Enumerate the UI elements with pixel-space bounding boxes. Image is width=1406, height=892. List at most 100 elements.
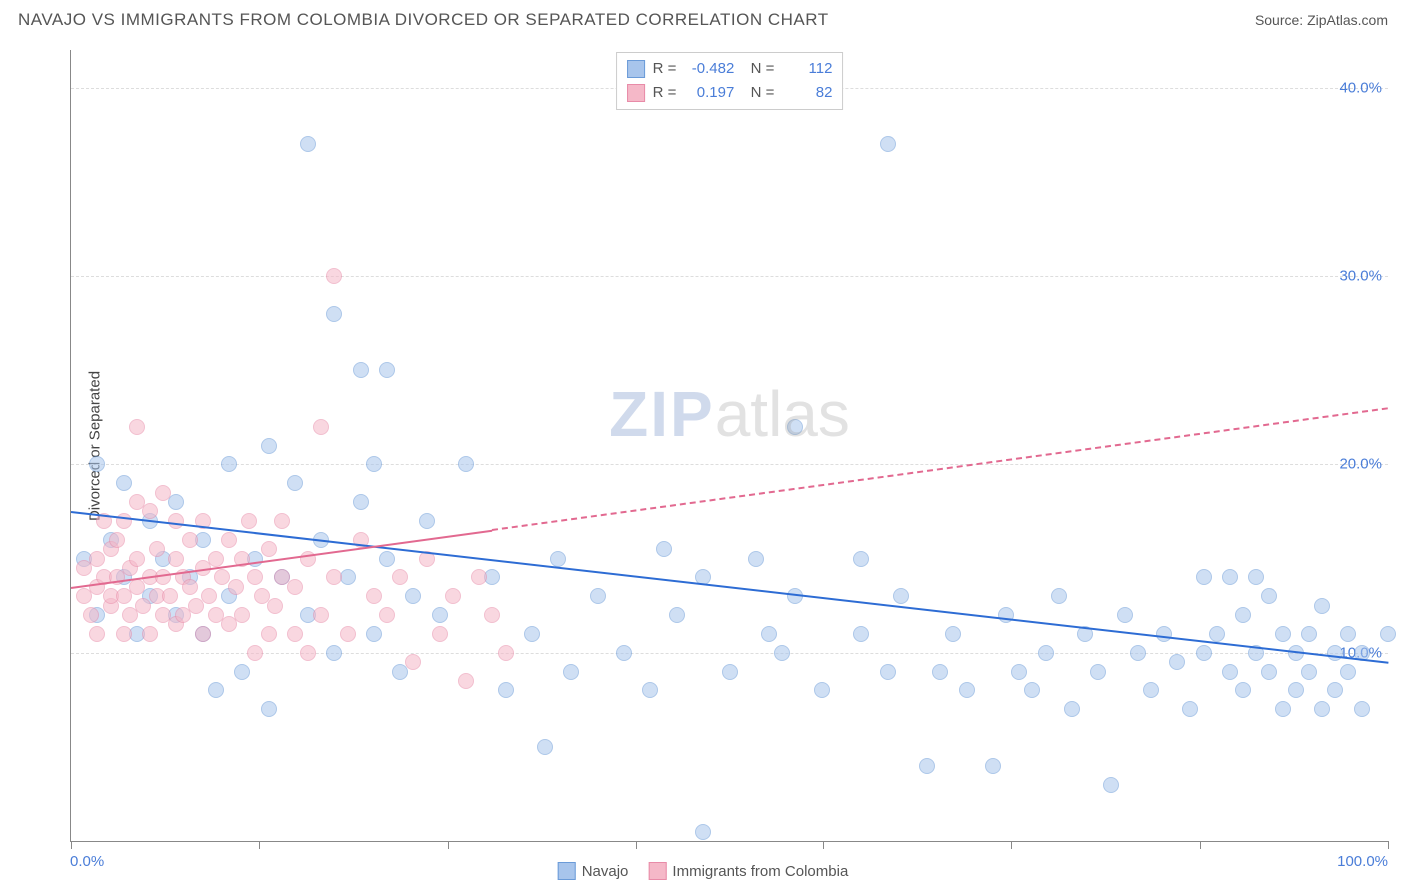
data-point [1090, 664, 1106, 680]
trend-line-extrapolated [492, 408, 1388, 532]
data-point [313, 419, 329, 435]
data-point [168, 494, 184, 510]
r-value: 0.197 [684, 81, 734, 105]
x-axis-max: 100.0% [1337, 853, 1388, 870]
data-point [458, 456, 474, 472]
data-point [168, 513, 184, 529]
data-point [484, 607, 500, 623]
data-point [1275, 626, 1291, 642]
data-point [261, 438, 277, 454]
data-point [379, 551, 395, 567]
data-point [880, 664, 896, 680]
data-point [287, 475, 303, 491]
source-link[interactable]: ZipAtlas.com [1307, 12, 1388, 28]
watermark: ZIPatlas [609, 377, 850, 451]
y-tick-label: 40.0% [1339, 79, 1382, 96]
data-point [247, 569, 263, 585]
chart-area: Divorced or Separated ZIPatlas R =-0.482… [50, 50, 1388, 842]
data-point [326, 268, 342, 284]
data-point [1222, 569, 1238, 585]
gridline [71, 653, 1388, 654]
data-point [1288, 682, 1304, 698]
data-point [563, 664, 579, 680]
data-point [695, 824, 711, 840]
data-point [208, 551, 224, 567]
data-point [919, 758, 935, 774]
data-point [366, 626, 382, 642]
data-point [761, 626, 777, 642]
data-point [366, 588, 382, 604]
data-point [353, 362, 369, 378]
data-point [1327, 682, 1343, 698]
data-point [722, 664, 738, 680]
y-tick-label: 20.0% [1339, 456, 1382, 473]
data-point [155, 485, 171, 501]
data-point [524, 626, 540, 642]
data-point [116, 475, 132, 491]
data-point [326, 569, 342, 585]
data-point [432, 626, 448, 642]
legend-label: Immigrants from Colombia [672, 863, 848, 880]
data-point [116, 626, 132, 642]
y-tick-label: 30.0% [1339, 268, 1382, 285]
data-point [1314, 701, 1330, 717]
legend-swatch [627, 60, 645, 78]
data-point [1143, 682, 1159, 698]
data-point [149, 541, 165, 557]
x-tick [636, 841, 637, 849]
n-label: N = [742, 81, 774, 105]
data-point [1024, 682, 1040, 698]
data-point [234, 664, 250, 680]
legend-label: Navajo [582, 863, 629, 880]
data-point [261, 701, 277, 717]
data-point [83, 607, 99, 623]
data-point [1038, 645, 1054, 661]
data-point [274, 513, 290, 529]
header: NAVAJO VS IMMIGRANTS FROM COLOMBIA DIVOR… [0, 0, 1406, 36]
data-point [880, 136, 896, 152]
data-point [261, 626, 277, 642]
data-point [379, 607, 395, 623]
data-point [1248, 569, 1264, 585]
data-point [1235, 607, 1251, 623]
data-point [1103, 777, 1119, 793]
data-point [326, 645, 342, 661]
data-point [1354, 701, 1370, 717]
data-point [313, 607, 329, 623]
data-point [201, 588, 217, 604]
data-point [182, 532, 198, 548]
data-point [471, 569, 487, 585]
gridline [71, 464, 1388, 465]
x-axis-min: 0.0% [70, 853, 104, 870]
r-value: -0.482 [684, 57, 734, 81]
data-point [300, 136, 316, 152]
data-point [642, 682, 658, 698]
data-point [1235, 682, 1251, 698]
x-tick [823, 841, 824, 849]
data-point [814, 682, 830, 698]
data-point [1196, 645, 1212, 661]
data-point [537, 739, 553, 755]
data-point [287, 626, 303, 642]
legend-item: Immigrants from Colombia [648, 862, 848, 880]
legend-swatch [558, 862, 576, 880]
data-point [853, 626, 869, 642]
data-point [1380, 626, 1396, 642]
data-point [445, 588, 461, 604]
data-point [1340, 664, 1356, 680]
legend-item: Navajo [558, 862, 629, 880]
data-point [498, 682, 514, 698]
data-point [1182, 701, 1198, 717]
data-point [340, 626, 356, 642]
data-point [432, 607, 448, 623]
data-point [1130, 645, 1146, 661]
data-point [893, 588, 909, 604]
data-point [656, 541, 672, 557]
chart-title: NAVAJO VS IMMIGRANTS FROM COLOMBIA DIVOR… [18, 10, 829, 30]
x-tick [1388, 841, 1389, 849]
data-point [550, 551, 566, 567]
data-point [109, 532, 125, 548]
data-point [267, 598, 283, 614]
data-point [419, 513, 435, 529]
data-point [89, 456, 105, 472]
